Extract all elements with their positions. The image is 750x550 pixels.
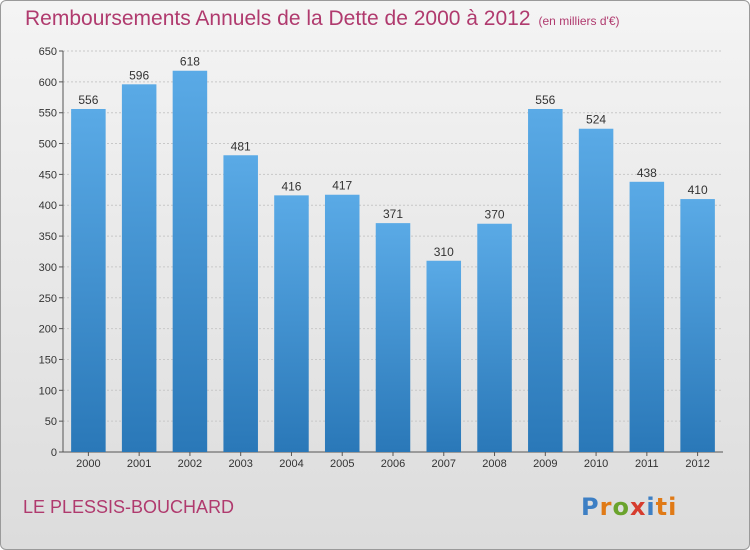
data-label: 618 [180, 55, 200, 69]
y-tick-label: 150 [39, 354, 57, 366]
bar [121, 84, 157, 452]
bar [375, 223, 411, 452]
y-tick-labels: 0 50 100 150 200 250 300 350 400 450 500 550 600 650 [39, 46, 57, 459]
bar [578, 128, 614, 452]
bar [629, 181, 665, 452]
x-tick-label: 2011 [635, 458, 659, 470]
y-tick-label: 650 [39, 46, 57, 58]
logo-letter: ti [655, 493, 678, 521]
y-tick-label: 400 [39, 200, 57, 212]
y-tick-label: 250 [39, 293, 57, 305]
x-tick-label: 2004 [279, 458, 303, 470]
x-tick-label: 2005 [330, 458, 354, 470]
chart-title-text: Remboursements Annuels de la Dette de 20… [25, 7, 531, 30]
data-label: 556 [78, 93, 98, 107]
x-tick-label: 2010 [584, 458, 608, 470]
chart-title: Remboursements Annuels de la Dette de 20… [25, 7, 620, 31]
x-tick-label: 2008 [482, 458, 506, 470]
x-tick-label: 2009 [533, 458, 557, 470]
bar [426, 260, 462, 452]
y-tick-label: 450 [39, 169, 57, 181]
data-label: 524 [586, 113, 606, 127]
x-tick-label: 2012 [685, 458, 709, 470]
x-tick-label: 2002 [178, 458, 202, 470]
y-tick-label: 550 [39, 108, 57, 120]
data-label: 481 [231, 139, 251, 153]
logo-letter: o [612, 493, 630, 521]
data-label: 438 [637, 166, 657, 180]
y-tick-label: 50 [45, 416, 57, 428]
y-tick-label: 300 [39, 262, 57, 274]
logo-letter: x [629, 493, 647, 521]
data-label: 410 [688, 183, 708, 197]
y-tick-label: 600 [39, 77, 57, 89]
logo-letter: P [581, 493, 600, 521]
place-name: LE PLESSIS-BOUCHARD [23, 497, 235, 517]
x-tick-label: 2007 [432, 458, 456, 470]
bar [274, 195, 309, 453]
bar [528, 108, 563, 452]
bar [680, 199, 715, 452]
y-tick-label: 0 [51, 447, 57, 459]
x-tick-labels: 2000 2001 2002 2003 2004 2005 2006 2007 2008 2009… [76, 458, 710, 470]
data-labels: 556 596 618 481 416 417 371 310 370 556 524 438 410 [78, 55, 708, 259]
proxiti-logo: Proxiti [581, 493, 677, 521]
x-tick-label: 2006 [381, 458, 405, 470]
bar [71, 108, 106, 452]
bar [477, 223, 512, 452]
y-tick-label: 500 [39, 139, 57, 151]
data-label: 596 [129, 68, 149, 82]
data-label: 371 [383, 207, 403, 221]
logo-letter: r [599, 493, 613, 521]
data-label: 370 [485, 208, 505, 222]
y-tick-label: 100 [39, 385, 57, 397]
bar [324, 194, 360, 452]
chart-unit-note: (en milliers d'€) [538, 14, 620, 28]
logo-letter: i [646, 493, 656, 521]
x-tick-label: 2000 [76, 458, 100, 470]
data-label: 556 [535, 93, 555, 107]
bar [172, 70, 208, 452]
bars [71, 70, 715, 453]
x-tick-label: 2001 [127, 458, 151, 470]
x-tick-label: 2003 [228, 458, 252, 470]
bar [223, 155, 258, 452]
data-label: 310 [434, 245, 454, 259]
y-tick-label: 200 [39, 324, 57, 336]
y-tick-label: 350 [39, 231, 57, 243]
data-label: 416 [281, 179, 301, 193]
data-label: 417 [332, 179, 352, 193]
